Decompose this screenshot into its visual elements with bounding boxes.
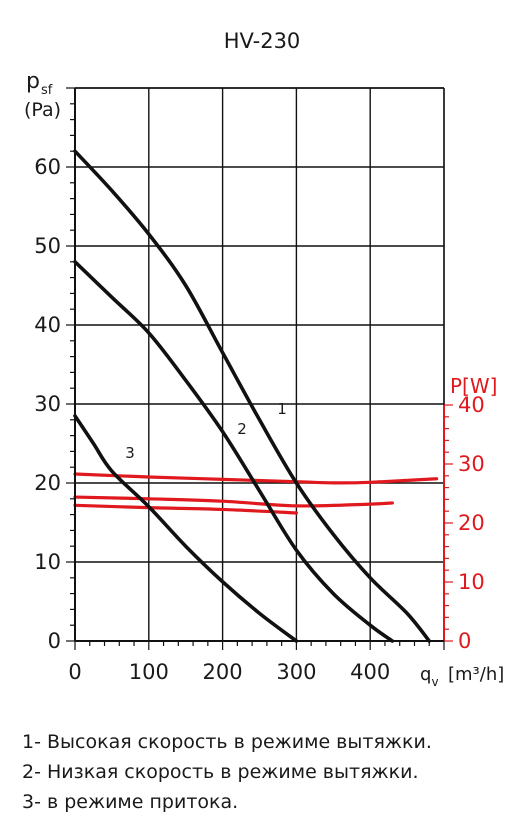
curve-label-3: 3 bbox=[125, 444, 135, 462]
pressure-curve-3 bbox=[73, 414, 299, 643]
legend-item-2: 2- Низкая скорость в режиме вытяжки. bbox=[22, 761, 419, 783]
y2-axis-label: P[W] bbox=[450, 374, 497, 398]
pressure-curve-2 bbox=[73, 260, 395, 643]
y2-tick-label: 0 bbox=[458, 629, 471, 653]
x-tick-label: 100 bbox=[129, 660, 169, 684]
power-curve-3 bbox=[73, 503, 298, 515]
y-axis-label: psf bbox=[26, 69, 53, 98]
power-curves bbox=[73, 472, 439, 515]
x-tick-label: 0 bbox=[68, 660, 81, 684]
y2-tick-label: 40 bbox=[458, 393, 485, 417]
pressure-curves: 1 2 3 bbox=[73, 149, 432, 643]
curve-label-2: 2 bbox=[237, 420, 247, 438]
y-tick-label: 50 bbox=[34, 234, 61, 258]
fan-performance-chart: HV-230 1 2 3 0 10 20 30 40 50 60 0 10 20 30 40 0 100 2… bbox=[24, 29, 504, 689]
y-tick-label: 40 bbox=[34, 313, 61, 337]
y2-tick-label: 20 bbox=[458, 511, 485, 535]
curve-legend: 1- Высокая скорость в режиме вытяжки. 2-… bbox=[22, 727, 432, 817]
x-axis-airflow: 0 100 200 300 400 bbox=[68, 640, 445, 684]
chart-title: HV-230 bbox=[224, 29, 301, 53]
x-axis-label: qv bbox=[420, 664, 439, 689]
curve-label-1: 1 bbox=[277, 400, 287, 418]
y-tick-label: 10 bbox=[34, 550, 61, 574]
x-tick-label: 400 bbox=[350, 660, 390, 684]
x-axis-unit: [m³/h] bbox=[448, 664, 504, 685]
y-tick-label: 0 bbox=[48, 629, 61, 653]
x-tick-label: 300 bbox=[276, 660, 316, 684]
y-axis-unit: (Pa) bbox=[24, 99, 61, 121]
x-tick-label: 200 bbox=[203, 660, 243, 684]
y-tick-label: 20 bbox=[34, 471, 61, 495]
plot-grid bbox=[74, 87, 445, 642]
y-tick-label: 30 bbox=[34, 392, 61, 416]
y-tick-label: 60 bbox=[34, 155, 61, 179]
pressure-curve-1 bbox=[73, 149, 432, 643]
y-axis-pressure: 0 10 20 30 40 50 60 bbox=[34, 87, 76, 653]
y-axis-power: 0 10 20 30 40 bbox=[443, 393, 485, 653]
y2-tick-label: 30 bbox=[458, 452, 485, 476]
power-curve-2 bbox=[73, 495, 394, 508]
y2-tick-label: 10 bbox=[458, 570, 485, 594]
legend-item-1: 1- Высокая скорость в режиме вытяжки. bbox=[22, 731, 432, 753]
legend-item-3: 3- в режиме притока. bbox=[22, 791, 239, 813]
